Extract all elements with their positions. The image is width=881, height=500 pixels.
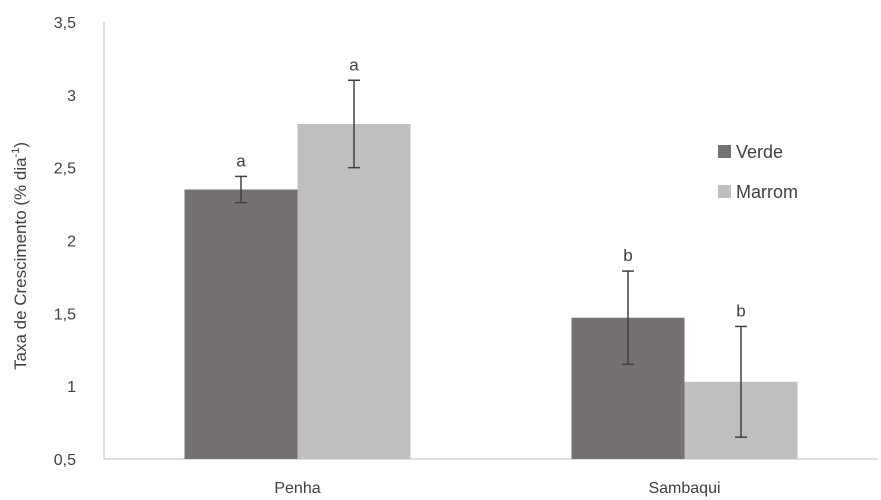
legend-label-marrom: Marrom xyxy=(736,182,798,202)
y-tick-label: 3,5 xyxy=(54,15,76,32)
bar-verde-penha xyxy=(184,189,298,459)
x-tick-label: Sambaqui xyxy=(648,480,720,497)
x-axis: Penha Sambaqui xyxy=(104,458,878,497)
significance-label: a xyxy=(236,151,246,170)
y-axis-title-main: Taxa de Crescimento (% dia xyxy=(11,157,30,370)
legend-swatch-verde xyxy=(718,145,731,158)
x-tick-label: Penha xyxy=(274,480,320,497)
significance-label: b xyxy=(623,246,632,265)
significance-label: a xyxy=(349,55,359,74)
y-tick-label: 3 xyxy=(67,88,76,105)
y-axis-title-end: ) xyxy=(11,142,30,148)
y-axis-title: Taxa de Crescimento (% dia-1) xyxy=(10,142,30,370)
error-bars xyxy=(235,79,747,438)
y-tick-label: 0,5 xyxy=(54,452,76,469)
legend-swatch-marrom xyxy=(718,185,731,198)
y-tick-label: 2 xyxy=(67,234,76,251)
y-tick-label: 1 xyxy=(67,379,76,396)
significance-label: b xyxy=(736,301,745,320)
significance-labels: a a b b xyxy=(236,55,745,320)
y-tick-label: 2,5 xyxy=(54,161,76,178)
y-axis-title-superscript: -1 xyxy=(10,148,22,158)
legend: Verde Marrom xyxy=(718,142,798,202)
y-axis: 0,5 1 1,5 2 2,5 3 3,5 xyxy=(54,15,105,469)
bar-marrom-penha xyxy=(297,123,411,459)
y-tick-label: 1,5 xyxy=(54,306,76,323)
legend-label-verde: Verde xyxy=(736,142,783,162)
bars xyxy=(184,123,798,459)
